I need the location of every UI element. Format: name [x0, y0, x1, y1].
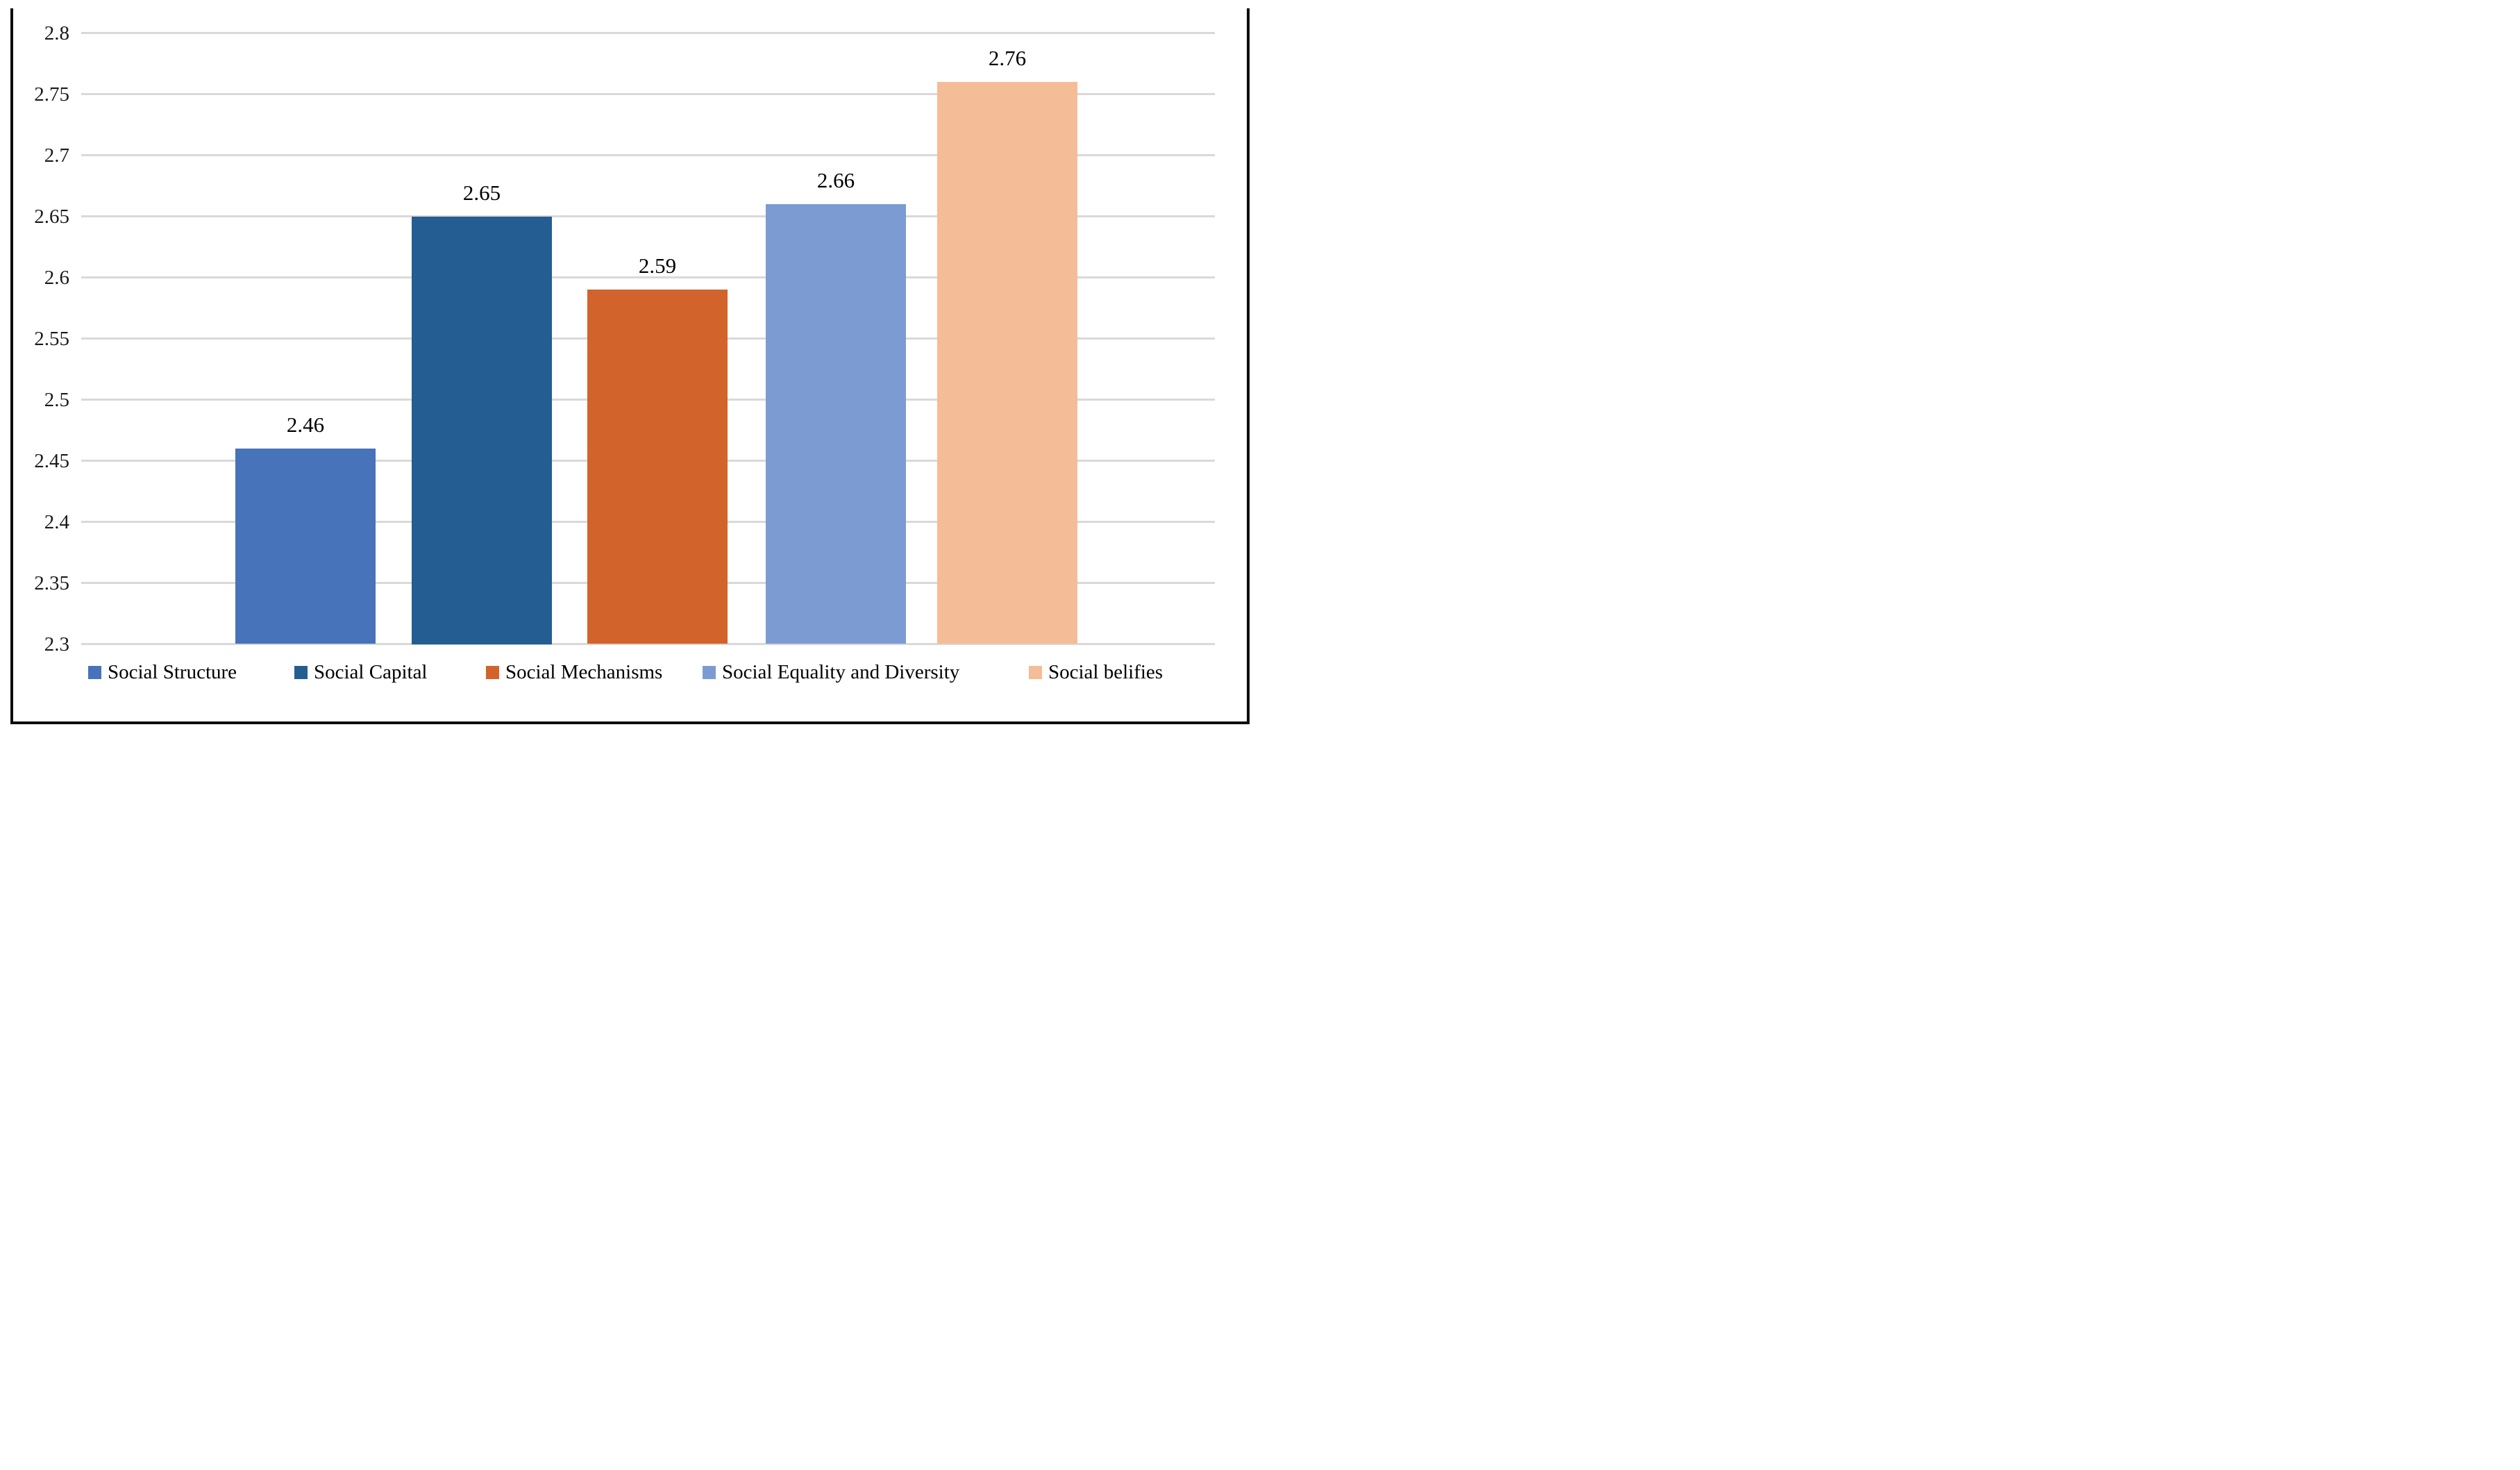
bar-social-belifies [937, 81, 1077, 644]
data-label-social-structure: 2.46 [286, 412, 325, 437]
legend-item-social-capital: Social Capital [294, 662, 428, 683]
data-label-social-mechanisms: 2.59 [638, 253, 677, 278]
legend-label-social-structure: Social Structure [108, 661, 237, 683]
legend-label-social-mechanisms: Social Mechanisms [505, 661, 663, 683]
bar-social-mechanisms [587, 290, 728, 644]
legend-label-social-equality-and-diversity: Social Equality and Diversity [722, 661, 960, 683]
legend-item-social-belifies: Social belifies [1029, 662, 1163, 683]
gridline-2.75 [81, 93, 1215, 95]
legend-swatch-icon-social-belifies [1029, 665, 1042, 679]
y-tick-label-2.6: 2.6 [44, 266, 69, 289]
legend-label-social-capital: Social Capital [314, 661, 428, 683]
y-tick-label-2.4: 2.4 [44, 510, 69, 533]
legend-swatch-icon-social-structure [88, 665, 101, 679]
bar-social-structure [235, 448, 376, 644]
legend-item-social-structure: Social Structure [88, 662, 237, 683]
legend-label-social-belifies: Social belifies [1048, 661, 1164, 683]
gridline-2.6 [81, 276, 1215, 278]
bar-chart: 2.8 2.75 2.7 2.65 2.6 2.55 2.5 2.45 2.4 2.35 2.3 2… [0, 0, 1260, 735]
gridline-2.65 [81, 215, 1215, 217]
gridline-2.8 [81, 32, 1215, 34]
bar-social-equality-and-diversity [766, 203, 906, 644]
gridline-2.7 [81, 154, 1215, 156]
y-tick-label-2.55: 2.55 [34, 327, 69, 350]
data-label-social-equality-and-diversity: 2.66 [816, 167, 855, 192]
legend-swatch-icon-social-capital [294, 665, 308, 679]
chart-frame [10, 8, 1250, 724]
y-tick-label-2.45: 2.45 [34, 449, 69, 472]
legend-item-social-mechanisms: Social Mechanisms [486, 662, 662, 683]
gridline-2.3 [81, 643, 1215, 645]
y-tick-label-2.35: 2.35 [34, 571, 69, 594]
y-tick-label-2.7: 2.7 [44, 144, 69, 167]
y-tick-label-2.65: 2.65 [34, 205, 69, 228]
legend-swatch-icon-social-equality-and-diversity [703, 665, 716, 679]
y-tick-label-2.3: 2.3 [44, 633, 69, 655]
y-tick-label-2.75: 2.75 [34, 83, 69, 106]
data-label-social-capital: 2.65 [462, 180, 501, 205]
legend-item-social-equality-and-diversity: Social Equality and Diversity [703, 662, 959, 683]
legend-swatch-icon-social-mechanisms [486, 665, 499, 679]
y-tick-label-2.5: 2.5 [44, 388, 69, 411]
bar-social-capital [412, 216, 552, 644]
y-tick-label-2.8: 2.8 [44, 22, 69, 44]
data-label-social-belifies: 2.76 [988, 45, 1027, 70]
